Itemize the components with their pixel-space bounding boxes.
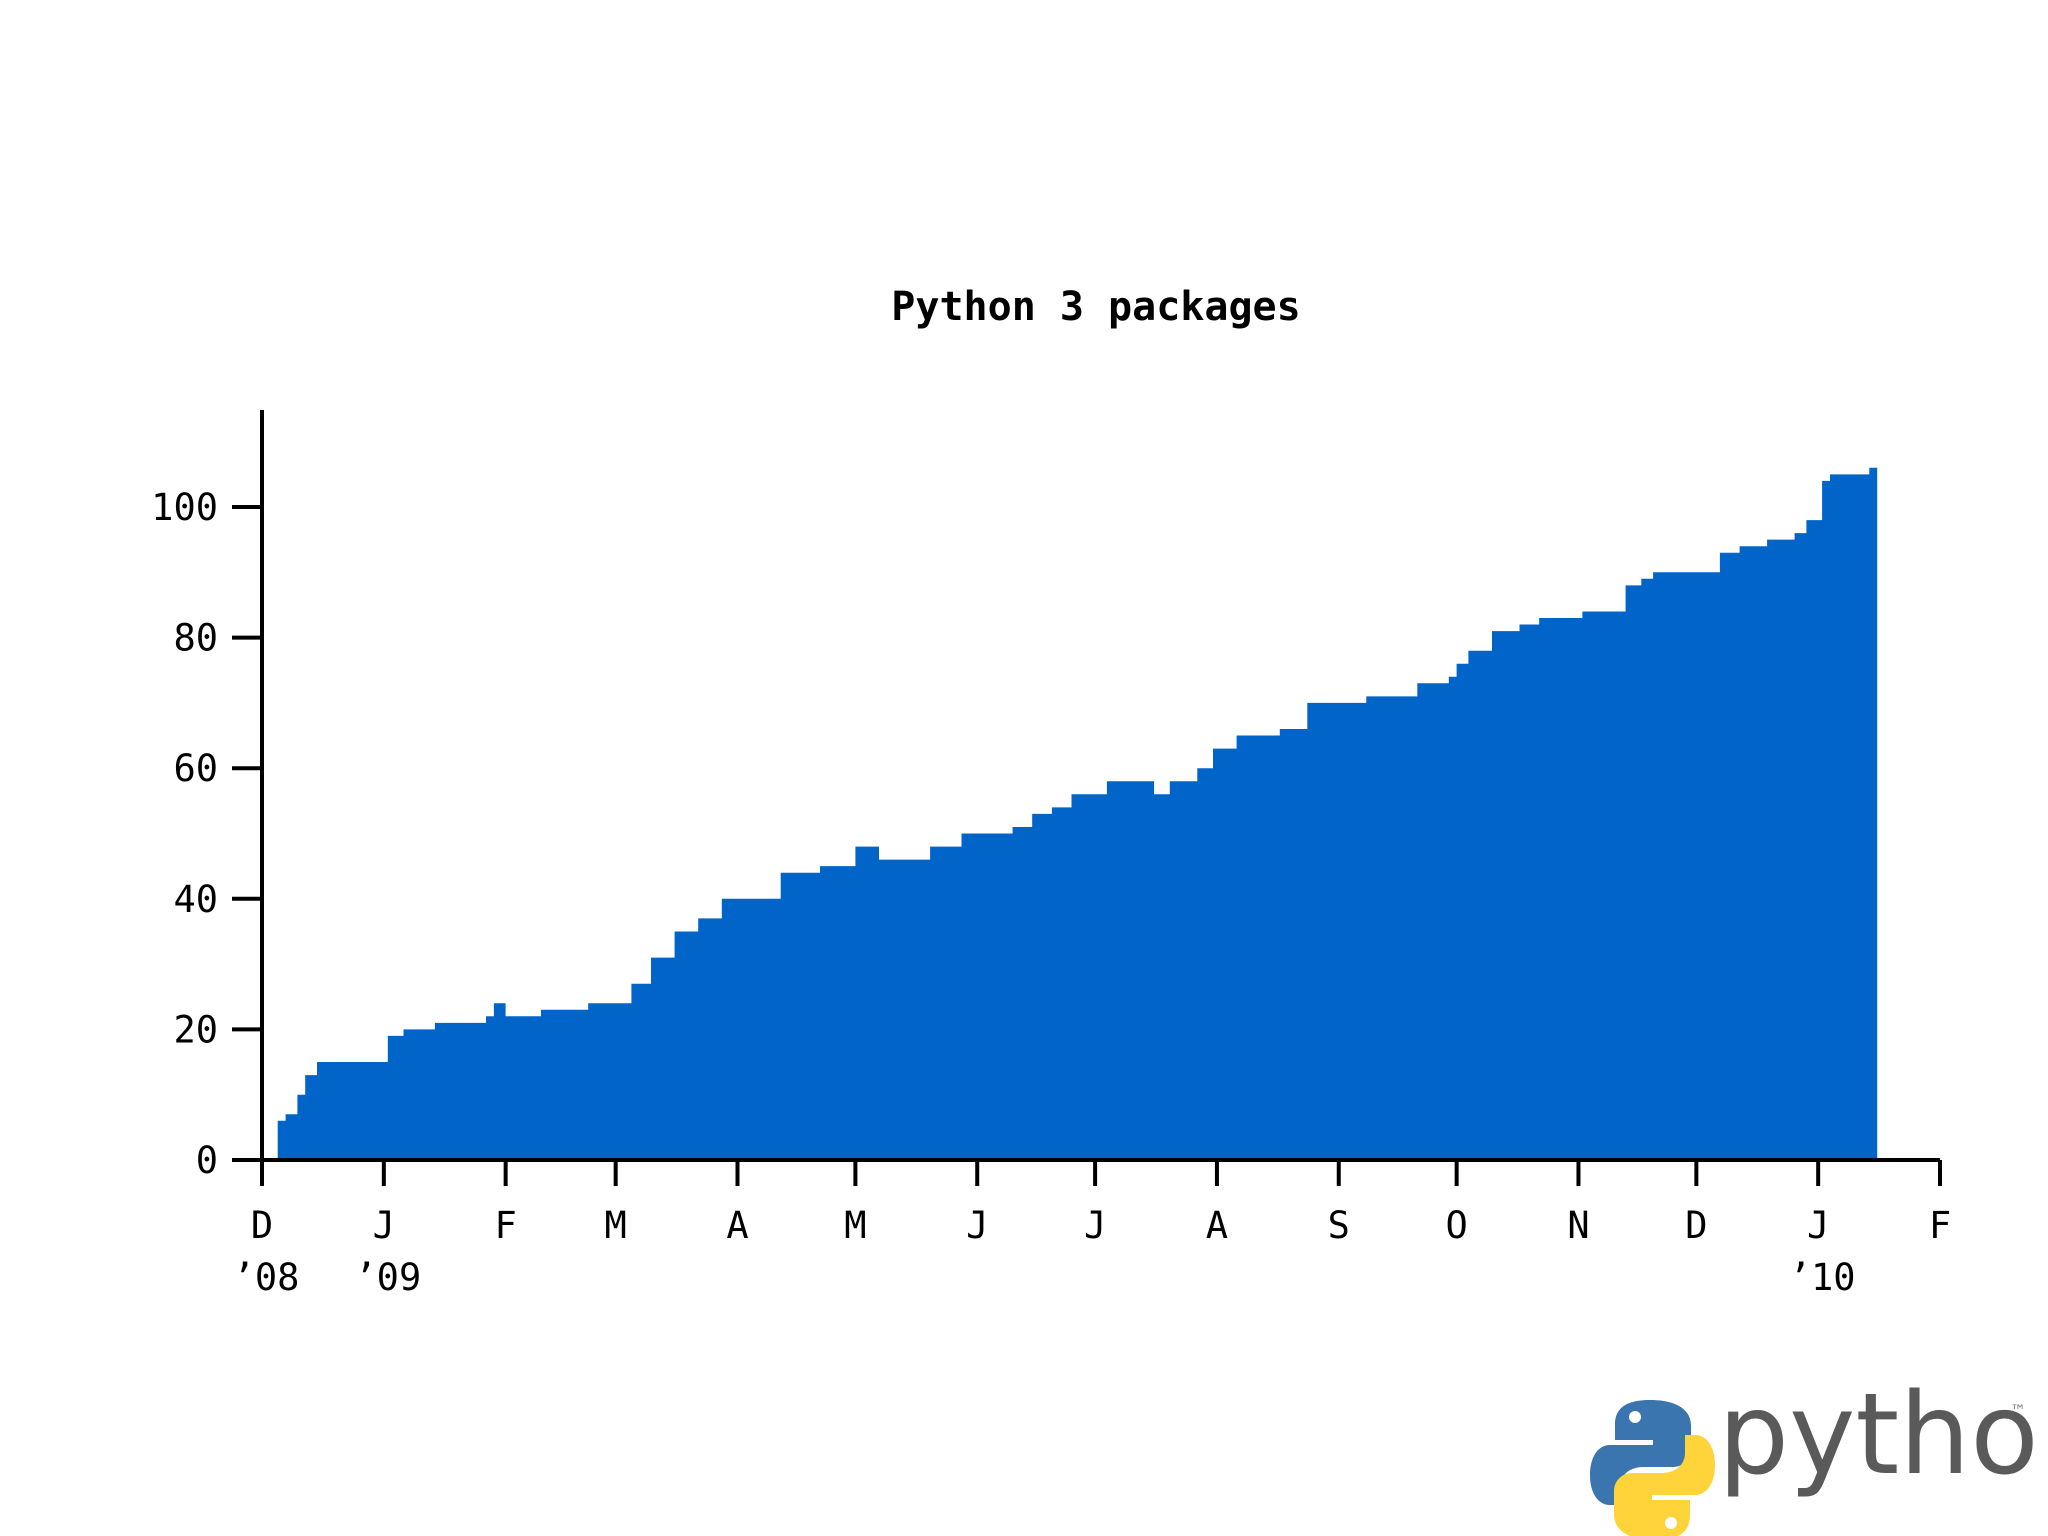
y-axis: 0 20 40 60 80 100 xyxy=(151,410,264,1182)
plot-area xyxy=(277,467,1878,1160)
x-tick-label: S xyxy=(1328,1204,1350,1247)
x-tick-label: A xyxy=(726,1204,748,1247)
x-tick-label: D xyxy=(251,1204,273,1247)
x-tick-label: M xyxy=(844,1204,866,1247)
area-series-python3-packages xyxy=(277,467,1878,1160)
x-tick-label: N xyxy=(1567,1204,1589,1247)
x-tick-label: D xyxy=(1685,1204,1707,1247)
x-tick-label: O xyxy=(1446,1204,1468,1247)
trademark-symbol: ™ xyxy=(2010,1401,2026,1420)
x-tick-label: F xyxy=(495,1204,517,1247)
python-logo-yellow-snake xyxy=(1614,1435,1715,1536)
python-wordmark: python xyxy=(1718,1370,2048,1500)
y-tick-label: 60 xyxy=(173,747,218,790)
x-tick-label: J xyxy=(373,1204,395,1247)
x-tick-label: F xyxy=(1929,1204,1951,1247)
y-tick-label: 20 xyxy=(173,1008,218,1051)
y-tick-label: 0 xyxy=(196,1139,218,1182)
x-tick-label: J xyxy=(1084,1204,1106,1247)
y-tick-label: 80 xyxy=(173,617,218,660)
x-tick-year-label: ’10 xyxy=(1789,1256,1856,1299)
x-tick-year-label: ’09 xyxy=(354,1256,421,1299)
x-axis: D ’08 J ’09 F M A M J J A S O N D J ’10 F xyxy=(232,1158,1951,1299)
x-tick-label: A xyxy=(1206,1204,1228,1247)
x-tick-label: J xyxy=(966,1204,988,1247)
x-tick-label: M xyxy=(605,1204,627,1247)
x-tick-label: J xyxy=(1807,1204,1829,1247)
x-tick-year-label: ’08 xyxy=(233,1256,300,1299)
chart-title: Python 3 packages xyxy=(891,284,1300,330)
y-tick-label: 100 xyxy=(151,486,218,529)
python-logo-icon xyxy=(1590,1400,1715,1536)
python-logo-blue-snake xyxy=(1590,1400,1691,1505)
y-tick-label: 40 xyxy=(173,878,218,921)
